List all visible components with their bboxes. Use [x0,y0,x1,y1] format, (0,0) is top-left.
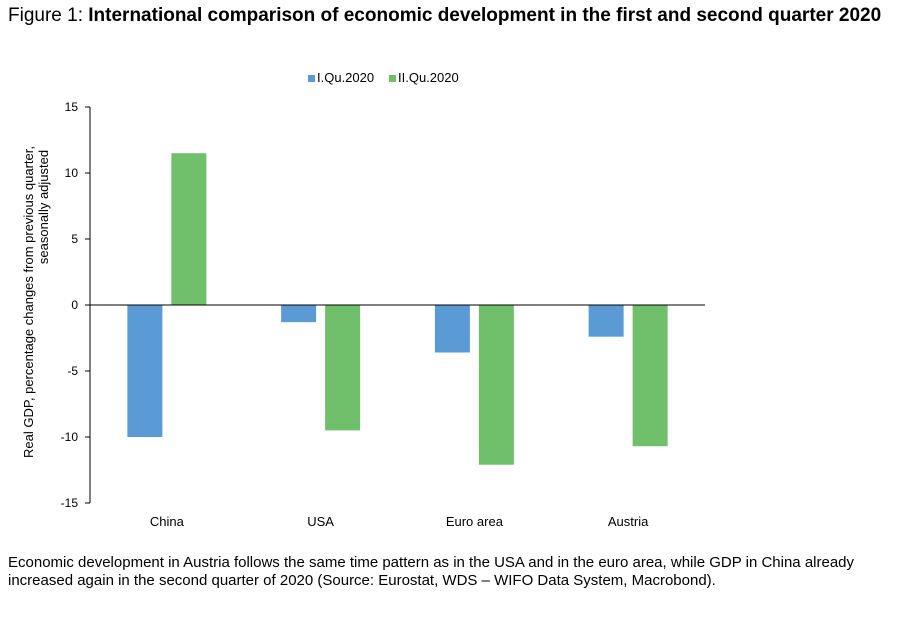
legend-label: I.Qu.2020 [317,70,374,85]
x-tick-label: Euro area [446,514,504,529]
y-tick-label: 10 [65,166,79,180]
bar-ii-qu-2020-austria [632,305,668,447]
figure-label: Figure 1: [8,5,89,26]
y-tick-label: -5 [67,364,78,378]
bars-group [127,153,668,465]
y-tick-label: 5 [71,232,78,246]
legend-label: II.Qu.2020 [398,70,459,85]
bar-i-qu-2020-austria [588,305,624,337]
x-tick-label: China [150,514,185,529]
y-axis-label-line1: Real GDP, percentage changes from previo… [21,146,36,458]
y-tick-label: 0 [71,298,78,312]
bar-ii-qu-2020-china [171,153,207,305]
chart-legend: I.Qu.2020 II.Qu.2020 [308,70,459,85]
legend-swatch [389,75,396,82]
y-axis-label-line2: seasonally adjusted [36,150,51,264]
figure-title-text: International comparison of economic dev… [88,5,882,26]
bar-chart: I.Qu.2020 II.Qu.2020 15 10 5 0 -5 -10 -15 China… [21,70,705,529]
legend-swatch [308,75,315,82]
y-axis: 15 10 5 0 -5 -10 -15 [61,100,91,510]
bar-i-qu-2020-usa [281,305,317,323]
figure-caption: Economic development in Austria follows … [8,554,855,589]
x-tick-label: USA [307,514,334,529]
x-tick-label: Austria [608,514,649,529]
y-tick-label: 15 [65,100,79,114]
x-axis: China USA Euro area Austria [90,304,705,529]
bar-ii-qu-2020-euro-area [478,305,514,465]
bar-i-qu-2020-china [127,305,163,437]
y-tick-label: -10 [61,430,79,444]
y-tick-label: -15 [61,496,79,510]
figure-title: Figure 1: International comparison of ec… [8,4,900,27]
bar-i-qu-2020-euro-area [434,305,470,353]
bar-ii-qu-2020-usa [325,305,361,431]
